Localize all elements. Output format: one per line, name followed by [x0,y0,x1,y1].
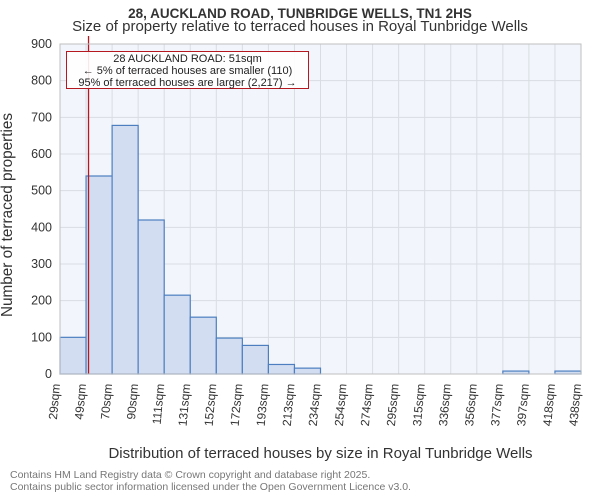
svg-text:438sqm: 438sqm [566,383,584,427]
svg-text:200: 200 [31,294,52,308]
svg-text:700: 700 [31,110,52,124]
svg-text:213sqm: 213sqm [280,383,298,427]
svg-text:100: 100 [31,330,52,344]
svg-text:111sqm: 111sqm [150,383,168,425]
svg-text:29sqm: 29sqm [46,383,63,420]
svg-text:193sqm: 193sqm [254,383,272,427]
svg-text:500: 500 [31,184,52,198]
svg-text:0: 0 [45,367,52,381]
svg-text:800: 800 [31,74,52,88]
svg-text:400: 400 [31,220,52,234]
svg-text:377sqm: 377sqm [488,383,506,427]
svg-text:234sqm: 234sqm [306,383,324,427]
svg-text:90sqm: 90sqm [124,383,141,420]
svg-text:315sqm: 315sqm [410,383,428,427]
svg-text:336sqm: 336sqm [436,383,454,427]
svg-text:49sqm: 49sqm [72,383,89,420]
svg-text:300: 300 [31,257,52,271]
svg-text:600: 600 [31,147,52,161]
svg-text:172sqm: 172sqm [228,383,246,427]
svg-text:274sqm: 274sqm [358,383,376,427]
svg-text:418sqm: 418sqm [540,383,558,427]
svg-text:70sqm: 70sqm [98,383,115,420]
svg-text:131sqm: 131sqm [176,383,194,427]
svg-text:295sqm: 295sqm [384,383,402,427]
svg-text:900: 900 [31,37,52,51]
svg-text:397sqm: 397sqm [514,383,532,427]
svg-text:356sqm: 356sqm [462,383,480,427]
svg-text:254sqm: 254sqm [332,383,350,427]
svg-text:152sqm: 152sqm [202,383,220,427]
